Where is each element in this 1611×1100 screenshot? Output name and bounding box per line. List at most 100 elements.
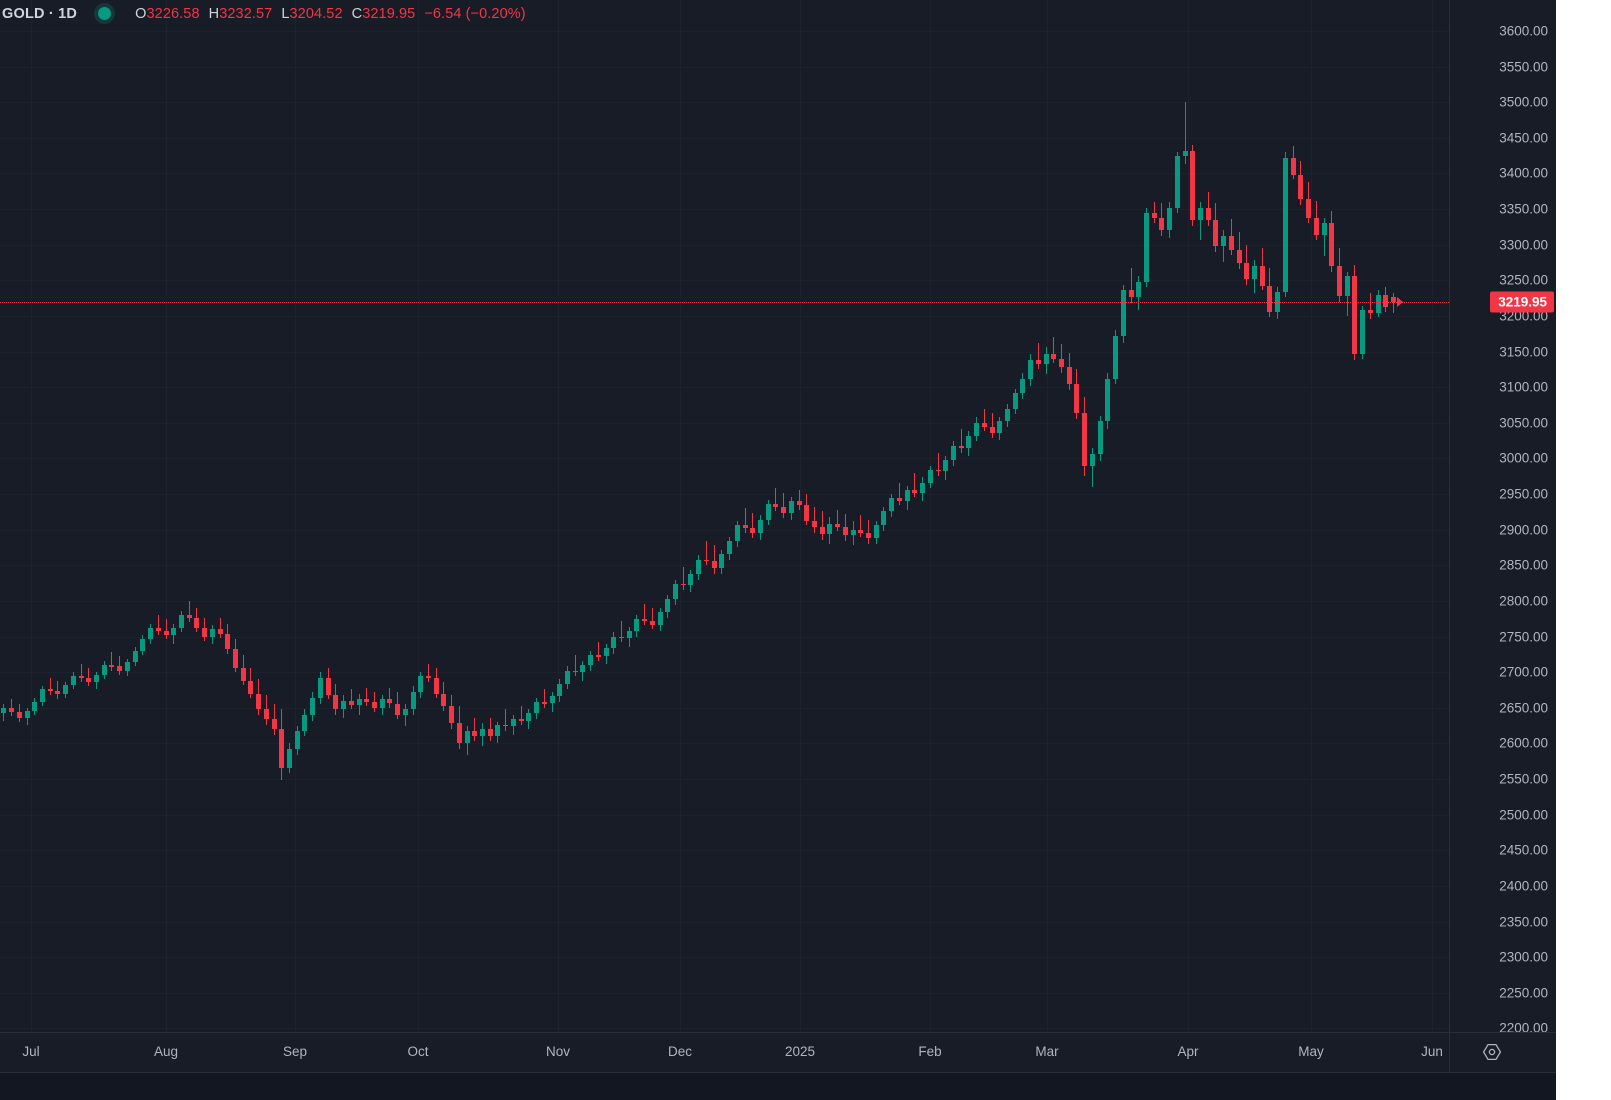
- time-tick: May: [1298, 1044, 1324, 1059]
- candle-body: [1298, 174, 1303, 200]
- candle-body: [1136, 281, 1141, 298]
- horizontal-gridline: [0, 423, 1449, 424]
- candle-body: [248, 680, 253, 694]
- price-tick: 3300.00: [1499, 237, 1548, 253]
- vertical-gridline: [31, 0, 32, 1032]
- symbol-title[interactable]: GOLD · 1D: [2, 5, 78, 22]
- candle-body: [179, 615, 184, 628]
- price-tick: 2600.00: [1499, 735, 1548, 751]
- candle-body: [580, 665, 585, 673]
- candle-body: [1252, 266, 1257, 279]
- candle-body: [766, 504, 771, 520]
- candle-body: [1376, 294, 1381, 314]
- candle-body: [719, 553, 724, 569]
- live-status-dot-wrap: [89, 7, 119, 20]
- vertical-gridline: [930, 0, 931, 1032]
- candle-body: [673, 583, 678, 600]
- candle-wick: [389, 687, 390, 708]
- candle-body: [48, 689, 53, 691]
- candle-body: [86, 677, 91, 683]
- candle-body: [318, 677, 323, 698]
- candle-body: [997, 421, 1002, 433]
- candle-body: [1067, 367, 1072, 385]
- horizontal-gridline: [0, 138, 1449, 139]
- candle-body: [835, 523, 840, 527]
- time-tick: Jun: [1421, 1044, 1443, 1059]
- vertical-gridline: [166, 0, 167, 1032]
- price-tick: 3550.00: [1499, 59, 1548, 75]
- price-tick: 3100.00: [1499, 379, 1548, 395]
- horizontal-gridline: [0, 815, 1449, 816]
- candle-body: [696, 559, 701, 574]
- candle-wick: [1038, 343, 1039, 369]
- candle-body: [156, 627, 161, 631]
- chart-legend: GOLD · 1D O3226.58 H3232.57 L3204.52 C3219.…: [0, 0, 526, 27]
- horizontal-gridline: [0, 1028, 1449, 1029]
- candle-body: [526, 713, 531, 721]
- current-price-badge[interactable]: 3219.95: [1490, 291, 1554, 313]
- candle-body: [187, 615, 192, 618]
- candle-body: [797, 501, 802, 506]
- candle-body: [480, 729, 485, 737]
- candle-wick: [752, 512, 753, 539]
- horizontal-gridline: [0, 708, 1449, 709]
- price-tick: 3050.00: [1499, 415, 1548, 431]
- price-tick: 3500.00: [1499, 94, 1548, 110]
- candle-wick: [775, 488, 776, 512]
- candle-wick: [745, 508, 746, 533]
- candle-body: [503, 724, 508, 727]
- horizontal-gridline: [0, 637, 1449, 638]
- candle-body: [936, 469, 941, 472]
- candle-body: [658, 612, 663, 626]
- candle-body: [951, 445, 956, 460]
- candle-wick: [860, 515, 861, 537]
- candle-body: [102, 665, 107, 675]
- candle-wick: [374, 692, 375, 713]
- price-tick: 2550.00: [1499, 771, 1548, 787]
- candle-wick: [1393, 292, 1394, 313]
- candle-body: [94, 675, 99, 683]
- candle-body: [148, 627, 153, 640]
- vertical-gridline: [295, 0, 296, 1032]
- candle-body: [1020, 378, 1025, 393]
- candle-body: [1291, 157, 1296, 175]
- candle-body: [411, 692, 416, 710]
- price-tick: 2250.00: [1499, 985, 1548, 1001]
- open-label: O: [135, 5, 147, 22]
- candle-body: [495, 724, 500, 737]
- candle-wick: [1131, 267, 1132, 304]
- price-tick: 2450.00: [1499, 842, 1548, 858]
- candle-body: [889, 498, 894, 512]
- candle-body: [125, 662, 130, 671]
- candle-body: [295, 730, 300, 750]
- horizontal-gridline: [0, 565, 1449, 566]
- horizontal-gridline: [0, 316, 1449, 317]
- candle-body: [25, 710, 30, 718]
- price-axis[interactable]: 3600.00 3550.00 3500.00 3450.00 3400.00 3350.…: [1449, 0, 1556, 1036]
- bottom-strip: [0, 1072, 1556, 1100]
- current-price-line: [0, 301, 1449, 303]
- candle-body: [1105, 378, 1110, 422]
- candle-body: [634, 619, 639, 631]
- horizontal-gridline: [0, 67, 1449, 68]
- time-tick: Apr: [1177, 1044, 1199, 1059]
- candle-body: [1198, 207, 1203, 221]
- candle-body: [1267, 286, 1272, 312]
- horizontal-gridline: [0, 530, 1449, 531]
- time-axis[interactable]: Jul Aug Sep Oct Nov Dec 2025 Feb Mar Apr May Jun: [0, 1032, 1556, 1073]
- candlestick-plot[interactable]: [0, 0, 1449, 1032]
- candle-body: [897, 498, 902, 502]
- vertical-gridline: [800, 0, 801, 1032]
- candle-body: [1306, 199, 1311, 218]
- candle-body: [287, 749, 292, 768]
- price-tick: 2650.00: [1499, 700, 1548, 716]
- candle-body: [974, 422, 979, 436]
- price-tick: 2950.00: [1499, 486, 1548, 502]
- candle-wick: [1324, 217, 1325, 257]
- candle-body: [789, 501, 794, 513]
- crosshair-target-icon[interactable]: [1482, 1042, 1502, 1062]
- candle-body: [1121, 290, 1126, 336]
- candle-body: [511, 719, 516, 727]
- candle-wick: [1223, 230, 1224, 262]
